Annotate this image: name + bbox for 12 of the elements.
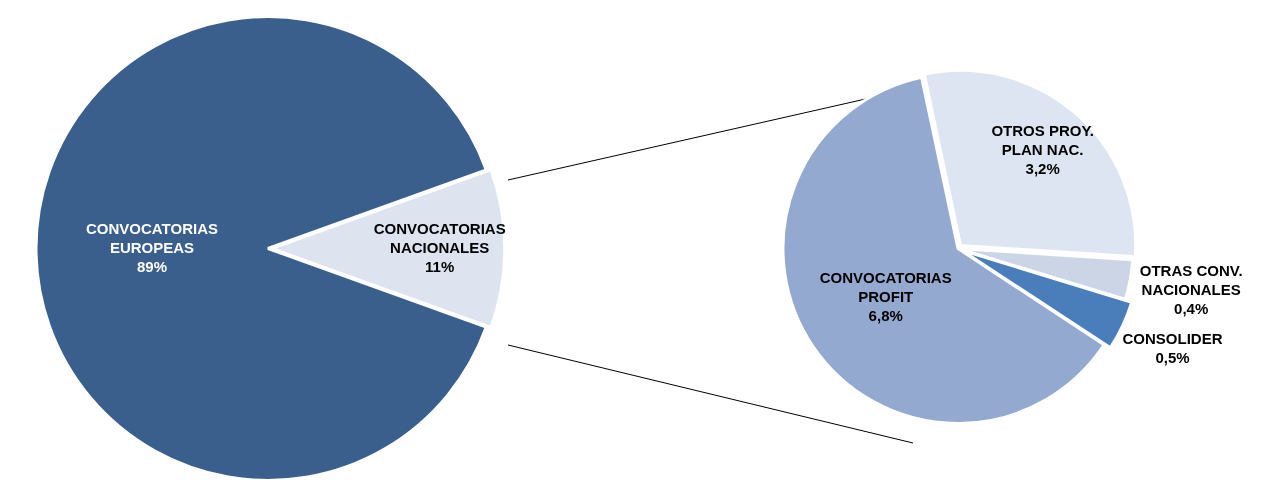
slice-label: CONSOLIDER (1122, 329, 1223, 347)
slice-label: CONVOCATORIAS EUROPEAS (86, 219, 218, 256)
data-label: 11% (425, 257, 455, 275)
data-label: 0,5% (1155, 348, 1190, 366)
data-label: 3,2% (1025, 159, 1060, 177)
slice-label: CONVOCATORIAS PROFIT (819, 268, 952, 305)
data-label: 0,4% (1174, 299, 1209, 317)
slice-label: OTROS PROY. PLAN NAC. (991, 121, 1094, 158)
data-label: 89% (136, 257, 168, 275)
slice-label: CONVOCATORIAS NACIONALES (373, 219, 506, 256)
data-label: 6,8% (868, 306, 903, 324)
slice-label: OTRAS CONV. NACIONALES (1139, 261, 1243, 298)
